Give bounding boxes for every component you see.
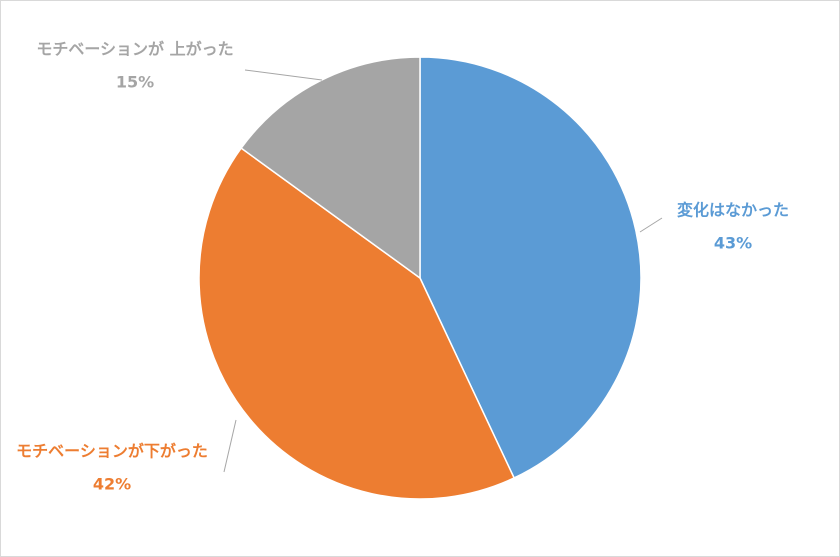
data-label: 15% [116, 73, 154, 92]
legend-label: モチベーションが下がった [16, 442, 208, 461]
leader-line [639, 217, 663, 233]
pie-slice [198, 147, 516, 500]
data-label: 42% [93, 475, 131, 494]
data-label: 43% [714, 234, 752, 253]
leader-line [223, 419, 237, 473]
legend-label: 変化はなかった [677, 201, 789, 220]
leader-line [244, 69, 323, 81]
pie-slice [240, 56, 421, 280]
pie-slice [419, 56, 642, 479]
legend-label: モチベーションが 上がった [36, 40, 233, 59]
